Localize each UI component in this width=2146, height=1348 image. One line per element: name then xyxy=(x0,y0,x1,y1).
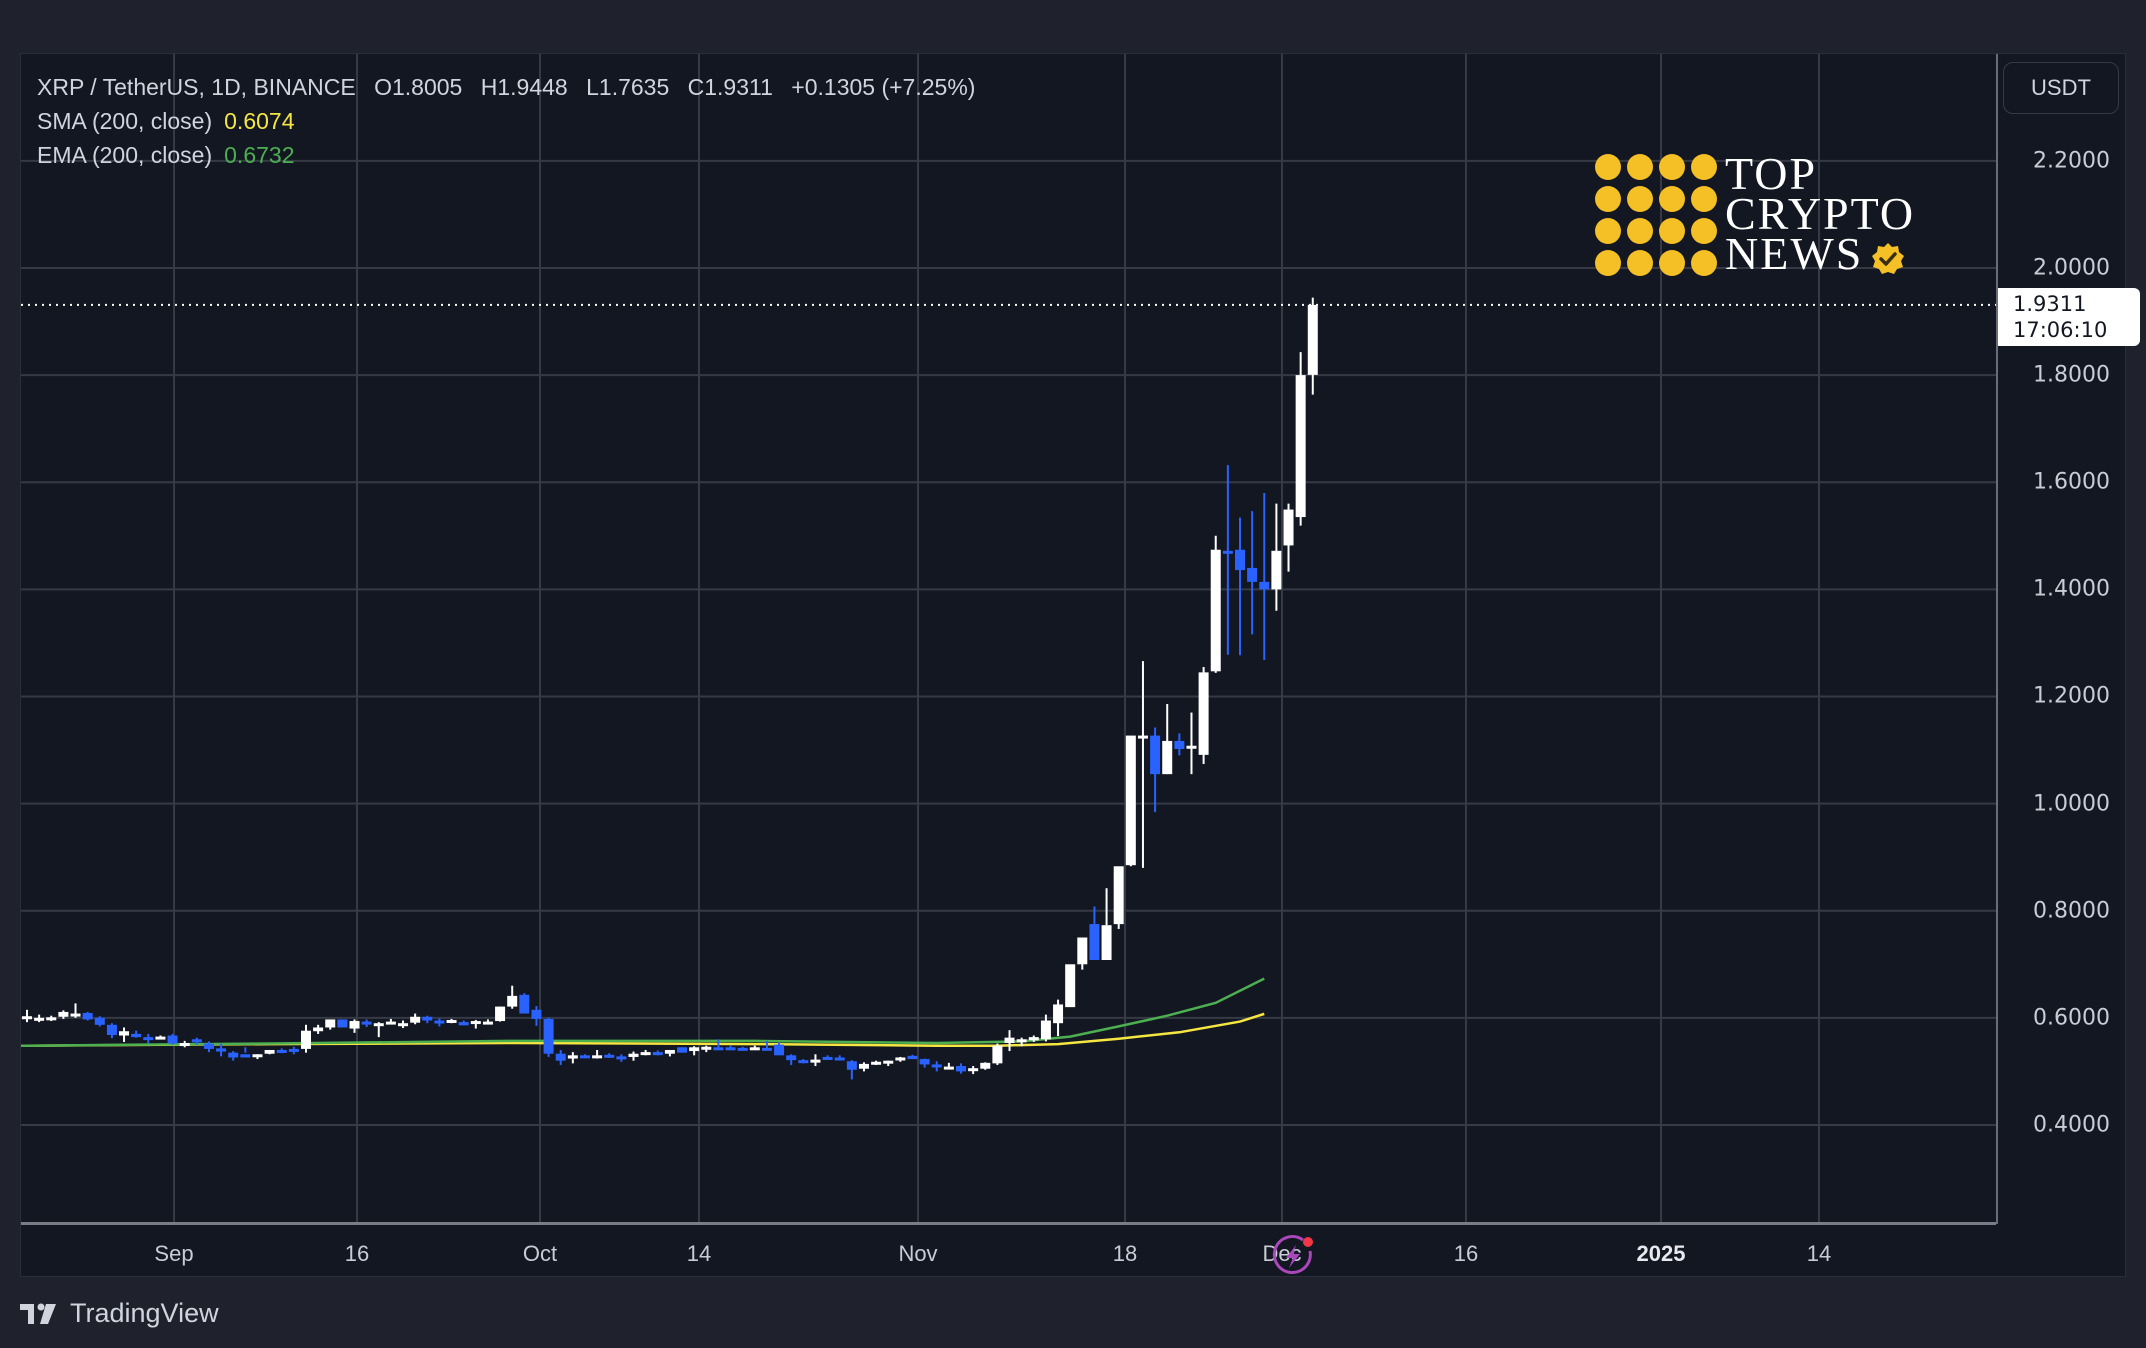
price-tick: 1.8000 xyxy=(2033,362,2110,388)
time-tick: 2025 xyxy=(1636,1241,1686,1266)
bar-countdown: 17:06:10 xyxy=(2013,318,2108,342)
price-axis[interactable] xyxy=(1996,54,2126,1224)
brand-line-2: CRYPTO xyxy=(1725,188,1916,240)
sma-legend-row[interactable]: SMA (200, close) 0.6074 xyxy=(37,104,975,138)
time-tick: Sep xyxy=(154,1241,194,1266)
price-chart[interactable] xyxy=(21,54,2125,1276)
time-tick: 16 xyxy=(1453,1241,1479,1266)
currency-button[interactable]: USDT xyxy=(2003,62,2119,114)
time-tick: 14 xyxy=(686,1241,712,1266)
price-tick: 1.2000 xyxy=(2033,683,2110,709)
chart-frame: XRP / TetherUS, 1D, BINANCE O1.8005 H1.9… xyxy=(20,53,2140,1279)
ema-legend-row[interactable]: EMA (200, close) 0.6732 xyxy=(37,138,975,172)
ema-label: EMA (200, close) xyxy=(37,142,213,168)
price-tick: 1.6000 xyxy=(2033,469,2110,495)
price-tick: 0.8000 xyxy=(2033,898,2110,924)
high-value: H1.9448 xyxy=(480,74,568,100)
time-tick: 16 xyxy=(344,1241,370,1266)
tradingview-icon xyxy=(20,1303,56,1324)
time-tick: Oct xyxy=(522,1241,558,1266)
low-value: L1.7635 xyxy=(586,74,670,100)
time-tick: 14 xyxy=(1806,1241,1832,1266)
top-crypto-news-logo: TOP CRYPTO NEWS xyxy=(1595,148,1916,277)
tradingview-label: TradingView xyxy=(70,1298,219,1328)
last-price-value: 1.9311 xyxy=(2013,292,2087,316)
time-tick: Dec xyxy=(1262,1241,1302,1266)
ohlc-row: XRP / TetherUS, 1D, BINANCE O1.8005 H1.9… xyxy=(37,70,975,104)
brand-line-3: NEWS xyxy=(1725,228,1864,280)
sma-label: SMA (200, close) xyxy=(37,108,213,134)
verified-badge-icon xyxy=(1872,242,1905,274)
sma-value: 0.6074 xyxy=(224,108,295,134)
last-price-label: 1.9311 17:06:10 xyxy=(1998,288,2140,346)
tradingview-logo[interactable]: TradingView xyxy=(20,1298,219,1329)
chart-legend: XRP / TetherUS, 1D, BINANCE O1.8005 H1.9… xyxy=(37,70,975,172)
ema-value: 0.6732 xyxy=(224,142,295,168)
price-tick: 2.0000 xyxy=(2033,255,2110,281)
change-value: +0.1305 (+7.25%) xyxy=(791,74,976,100)
price-tick: 1.0000 xyxy=(2033,791,2110,817)
close-value: C1.9311 xyxy=(687,74,773,100)
time-tick: Nov xyxy=(898,1241,938,1266)
open-value: O1.8005 xyxy=(374,74,463,100)
price-tick: 0.6000 xyxy=(2033,1005,2110,1031)
time-axis[interactable]: Sep 16 Oct 14 Nov 18 Dec 16 2025 14 xyxy=(21,1222,1996,1279)
symbol-label[interactable]: XRP / TetherUS, 1D, BINANCE xyxy=(37,74,356,100)
lightning-alert-icon[interactable] xyxy=(1269,1231,1319,1281)
time-tick: 18 xyxy=(1112,1241,1138,1266)
brand-dots-icon xyxy=(1595,154,1717,276)
price-tick: 0.4000 xyxy=(2033,1112,2110,1138)
price-tick: 1.4000 xyxy=(2033,576,2110,602)
brand-line-1: TOP xyxy=(1725,148,1818,200)
brand-text: TOP CRYPTO NEWS xyxy=(1725,148,1916,277)
price-tick: 2.2000 xyxy=(2033,148,2110,174)
